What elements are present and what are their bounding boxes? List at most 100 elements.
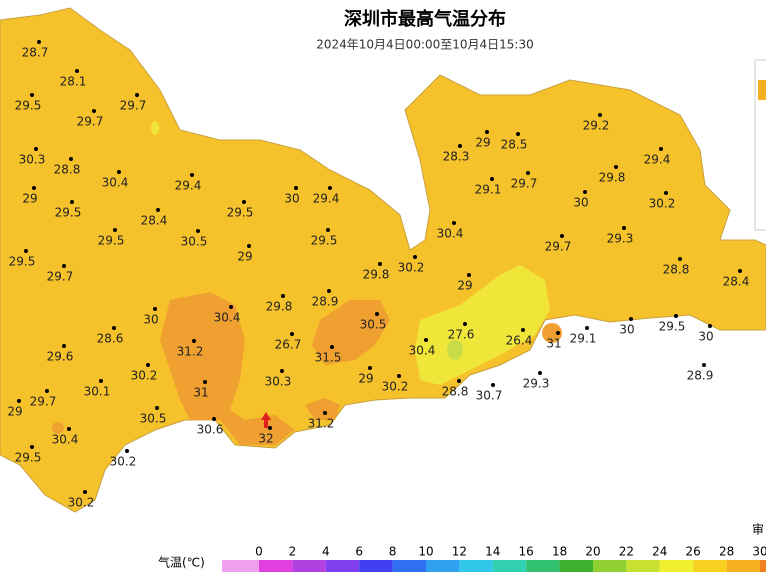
legend-tick-label: 30 — [752, 545, 766, 559]
station-dot — [526, 171, 530, 175]
warm-zone — [160, 292, 295, 445]
station-dot — [70, 200, 74, 204]
station-dot — [135, 93, 139, 97]
station-value: 30.6 — [197, 423, 224, 437]
station-dot — [190, 173, 194, 177]
station-dot — [424, 338, 428, 342]
legend-swatch — [526, 560, 560, 572]
station-dot — [67, 427, 71, 431]
station-value: 30 — [619, 323, 634, 337]
warm-zone — [305, 398, 340, 420]
station-value: 29.7 — [545, 240, 572, 254]
legend-label: 气温(℃) — [158, 555, 205, 570]
station-value: 32 — [258, 432, 273, 446]
title: 深圳市最高气温分布 — [344, 8, 506, 30]
legend-swatch — [760, 560, 766, 572]
legend-tick-label: 14 — [485, 545, 500, 559]
legend-tick-label: 2 — [289, 545, 297, 559]
station-dot — [99, 379, 103, 383]
station-dot — [290, 332, 294, 336]
max-arrow — [261, 412, 271, 428]
legend-swatch — [292, 560, 326, 572]
station-dot — [30, 445, 34, 449]
station-value: 29.1 — [570, 332, 597, 346]
station-dot — [32, 186, 36, 190]
station-value: 29.5 — [227, 206, 254, 220]
station-value: 28.4 — [141, 214, 168, 228]
station-value: 28.1 — [60, 75, 87, 89]
legend-swatch — [325, 560, 360, 572]
station-dot — [229, 305, 233, 309]
station-value: 29.5 — [659, 320, 686, 334]
legend-tick-label: 4 — [322, 545, 330, 559]
station-dot — [378, 262, 382, 266]
station-dot — [622, 226, 626, 230]
station-value: 30 — [284, 192, 299, 206]
station-dot — [281, 294, 285, 298]
station-value: 29.2 — [583, 119, 610, 133]
legend-tick-label: 20 — [585, 545, 600, 559]
station-value: 28.9 — [312, 295, 339, 309]
station-dot — [702, 363, 706, 367]
station-dot — [69, 157, 73, 161]
station-dot — [674, 314, 678, 318]
station-dot — [397, 374, 401, 378]
legend-swatch — [359, 560, 393, 572]
station-dot — [452, 221, 456, 225]
station-value: 29.8 — [266, 300, 293, 314]
note: 审 — [752, 522, 764, 537]
station-dot — [413, 255, 417, 259]
station-dot — [328, 186, 332, 190]
legend-swatch — [492, 560, 527, 572]
station-dot — [62, 344, 66, 348]
station-value: 30.2 — [68, 496, 95, 510]
legend-swatch — [693, 560, 727, 572]
station-value: 30.2 — [131, 369, 158, 383]
station-dot — [491, 383, 495, 387]
station-value: 28.9 — [687, 369, 714, 383]
station-dot — [17, 399, 21, 403]
station-dot — [583, 190, 587, 194]
subtitle: 2024年10月4日00:00至10月4日15:30 — [316, 38, 534, 52]
station-dot — [242, 200, 246, 204]
station-dot — [294, 186, 298, 190]
station-dot — [153, 307, 157, 311]
station-value: 29.7 — [77, 115, 104, 129]
station-value: 30.5 — [181, 235, 208, 249]
station-value: 30 — [698, 330, 713, 344]
legend-swatch — [426, 560, 460, 572]
station-dot — [62, 264, 66, 268]
station-dot — [521, 328, 525, 332]
legend-swatch — [626, 560, 660, 572]
station-dot — [467, 273, 471, 277]
station-value: 30.2 — [382, 380, 409, 394]
station-value: 29.4 — [644, 153, 671, 167]
station-dot — [156, 208, 160, 212]
station-value: 29.7 — [30, 395, 57, 409]
station-value: 29 — [237, 250, 252, 264]
station-dot — [457, 379, 461, 383]
station-value: 26.7 — [275, 338, 302, 352]
station-dot — [146, 363, 150, 367]
station-dot — [738, 269, 742, 273]
station-value: 29.5 — [15, 99, 42, 113]
station-value: 31 — [193, 386, 208, 400]
station-value: 31 — [546, 337, 561, 351]
station-dot — [37, 40, 41, 44]
station-value: 30 — [573, 196, 588, 210]
station-value: 31.2 — [308, 417, 335, 431]
station-value: 30.4 — [52, 433, 79, 447]
station-value: 29.5 — [55, 206, 82, 220]
station-value: 29 — [475, 136, 490, 150]
station-value: 29.5 — [311, 234, 338, 248]
station-value: 29.7 — [47, 270, 74, 284]
station-dot — [212, 417, 216, 421]
station-dot — [560, 234, 564, 238]
station-dot — [155, 406, 159, 410]
station-dot — [92, 109, 96, 113]
station-dot — [24, 249, 28, 253]
station-value: 28.8 — [442, 385, 469, 399]
station-value: 31.5 — [315, 351, 342, 365]
station-value: 29.5 — [9, 255, 36, 269]
